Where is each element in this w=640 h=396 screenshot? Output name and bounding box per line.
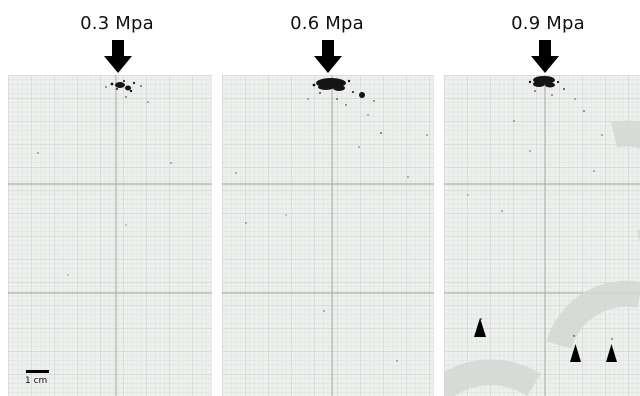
graph-paper-panel-0-9: [444, 75, 640, 396]
watermark: [444, 120, 640, 396]
ink-spot-cluster: [235, 78, 428, 362]
scale-bar-label: 1 cm: [25, 376, 48, 386]
ink-spot-cluster: [467, 76, 613, 340]
triangle-marker-icon: [474, 318, 486, 337]
panel-label-0-3: 0.3 Mpa: [80, 13, 154, 34]
graph-paper-panel-0-3: [8, 75, 212, 396]
graph-paper-panel-0-6: [222, 75, 434, 396]
down-arrow-icon: [104, 40, 132, 73]
panel-label-0-6: 0.6 Mpa: [290, 13, 364, 34]
triangle-marker-icon: [606, 344, 617, 362]
ink-spot-cluster: [37, 80, 172, 276]
scale-bar: [26, 370, 49, 373]
panel-label-0-9: 0.9 Mpa: [511, 13, 585, 34]
triangle-marker-icon: [570, 344, 581, 362]
down-arrow-icon: [531, 40, 559, 73]
down-arrow-icon: [314, 40, 342, 73]
